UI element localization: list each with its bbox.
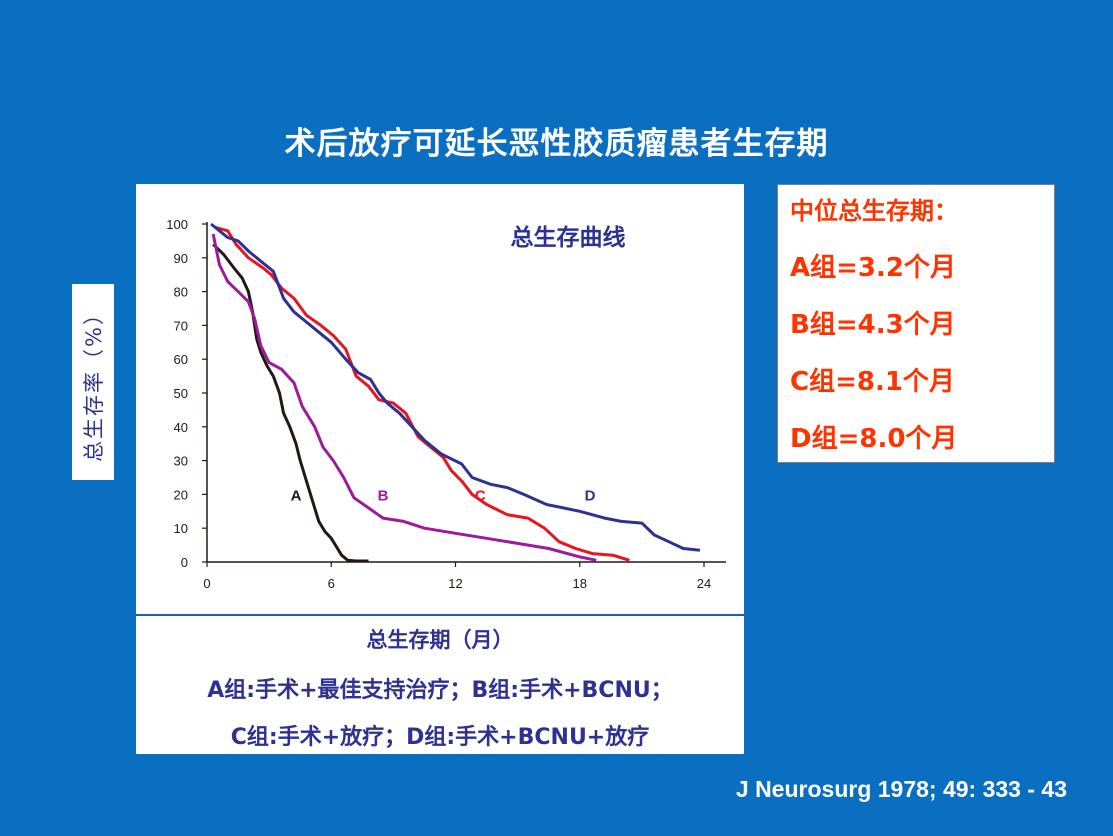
x-tick-label: 24 <box>697 576 711 591</box>
panel-divider <box>136 614 744 616</box>
series-line-c <box>214 225 630 562</box>
median-item-c: C组=8.1个月 <box>790 367 955 397</box>
series-label-d: D <box>585 487 596 504</box>
median-survival-box: 中位总生存期： A组=3.2个月 B组=4.3个月 C组=8.1个月 D组=8.… <box>777 184 1055 463</box>
y-tick-label: 40 <box>174 420 188 435</box>
y-tick-label: 30 <box>174 454 188 469</box>
y-tick-label: 90 <box>174 251 188 266</box>
median-item-b: B组=4.3个月 <box>790 310 956 340</box>
series-label-c: C <box>475 487 486 504</box>
x-tick-label: 18 <box>573 576 587 591</box>
y-tick-label: 50 <box>174 386 188 401</box>
group-legend-line-1: A组:手术+最佳支持治疗；B组:手术+BCNU； <box>207 678 673 703</box>
series-label-b: B <box>378 487 389 504</box>
survival-chart: 0 10 20 30 40 50 60 70 80 90 100 0 6 12 18 24 总生存曲线 A B C D <box>166 217 726 591</box>
y-tick-label: 70 <box>174 318 188 333</box>
series-line-a <box>212 243 369 563</box>
y-axis-label-box: 总生存率（%） <box>72 284 114 480</box>
x-tick-label: 12 <box>448 576 462 591</box>
y-tick-label: 60 <box>174 352 188 367</box>
y-tick-label: 80 <box>174 285 188 300</box>
median-item-d: D组=8.0个月 <box>790 424 958 454</box>
y-tick-label: 20 <box>174 487 188 502</box>
group-legend-line-2: C组:手术+放疗；D组:手术+BCNU+放疗 <box>230 725 650 750</box>
citation: J Neurosurg 1978; 49: 333 - 43 <box>735 776 1067 802</box>
slide-title: 术后放疗可延长恶性胶质瘤患者生存期 <box>284 126 829 162</box>
chart-title: 总生存曲线 <box>511 224 626 251</box>
x-axis-label: 总生存期（月） <box>366 628 514 652</box>
y-axis-label: 总生存率（%） <box>82 302 106 462</box>
y-tick-label: 10 <box>174 521 188 536</box>
median-item-a: A组=3.2个月 <box>790 253 956 283</box>
y-tick-label: 100 <box>166 217 188 232</box>
chart-panel: 0 10 20 30 40 50 60 70 80 90 100 0 6 12 18 24 总生存曲线 A B C D … <box>136 184 744 754</box>
series-label-a: A <box>291 487 302 504</box>
series-line-b <box>211 233 597 562</box>
x-tick-label: 0 <box>203 576 210 591</box>
x-tick-label: 6 <box>328 576 335 591</box>
median-survival-title: 中位总生存期： <box>790 197 958 225</box>
series-line-d <box>210 222 701 552</box>
y-tick-label: 0 <box>181 555 188 570</box>
